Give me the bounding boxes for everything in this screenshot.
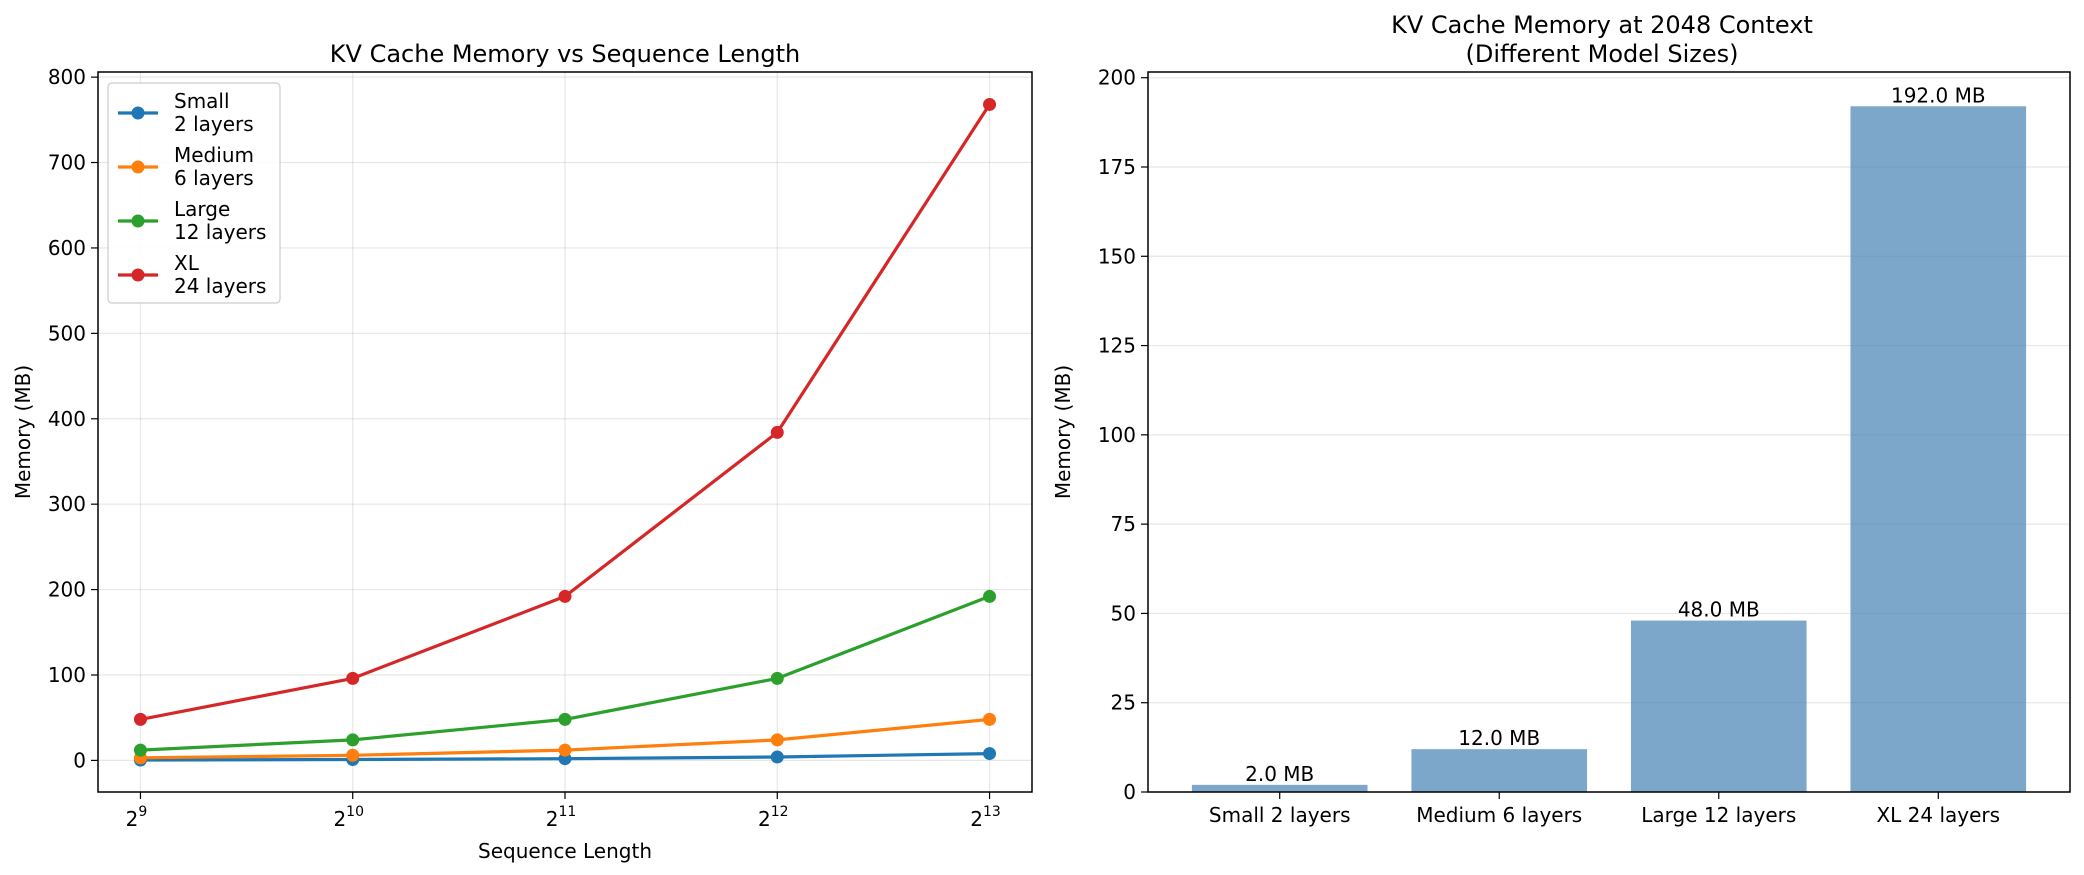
x-tick-label: Medium 6 layers: [1416, 803, 1582, 827]
legend-label-line-2: 24 layers: [174, 274, 266, 298]
x-tick-exponent: 13: [983, 804, 1001, 820]
legend-label-line-1: Small: [174, 89, 230, 113]
bar: [1630, 620, 1807, 792]
bar: [1411, 749, 1588, 792]
y-tick-label: 150: [1098, 244, 1136, 268]
series-medium: [133, 712, 997, 765]
legend-label-line-1: XL: [174, 251, 200, 275]
x-tick-label: Large 12 layers: [1641, 803, 1796, 827]
x-tick-label: XL 24 layers: [1876, 803, 2000, 827]
y-tick-label: 800: [48, 65, 86, 89]
bar-chart-y-axis-label: Memory (MB): [1051, 365, 1075, 499]
data-point: [133, 712, 147, 726]
data-point: [983, 747, 997, 761]
data-point: [770, 733, 784, 747]
x-tick-base: 2: [970, 807, 983, 831]
series-large: [133, 589, 997, 757]
data-point: [770, 750, 784, 764]
y-tick-label: 0: [73, 748, 86, 772]
y-tick-label: 700: [48, 151, 86, 175]
data-point: [558, 743, 572, 757]
data-point: [133, 743, 147, 757]
line-chart-title: KV Cache Memory vs Sequence Length: [330, 40, 800, 68]
x-tick-exponent: 9: [138, 804, 147, 820]
bar-chart-title-line-2: (Different Model Sizes): [1466, 40, 1739, 68]
bar-value-label: 12.0 MB: [1458, 726, 1540, 750]
data-point: [983, 712, 997, 726]
bar: [1850, 106, 2027, 793]
legend-label-line-2: 12 layers: [174, 220, 266, 244]
line-chart-y-axis-label: Memory (MB): [11, 365, 35, 499]
bar-chart-x-ticks: Small 2 layers Medium 6 layers Large 12 la…: [1209, 792, 2000, 827]
bar-chart-bars: 2.0 MB 12.0 MB 48.0 MB 192.0 MB: [1191, 83, 2027, 793]
x-tick-label: Small 2 layers: [1209, 803, 1351, 827]
data-point: [346, 733, 360, 747]
x-tick-exponent: 11: [558, 804, 576, 820]
line-chart-panel: KV Cache Memory vs Sequence Length 0 100 2…: [11, 40, 1033, 863]
x-tick-base: 2: [333, 807, 346, 831]
line-chart-x-axis-label: Sequence Length: [478, 839, 652, 863]
x-tick-exponent: 12: [771, 804, 789, 820]
legend-label-line-1: Medium: [174, 143, 254, 167]
y-tick-label: 600: [48, 236, 86, 260]
y-tick-label: 75: [1111, 512, 1136, 536]
y-tick-label: 400: [48, 407, 86, 431]
y-tick-label: 500: [48, 321, 86, 345]
y-tick-label: 200: [1098, 66, 1136, 90]
legend-box: [107, 82, 281, 304]
legend-label-line-2: 6 layers: [174, 166, 254, 190]
y-tick-label: 25: [1111, 691, 1136, 715]
x-tick-base: 2: [546, 807, 559, 831]
y-tick-label: 0: [1123, 780, 1136, 804]
legend-marker: [131, 106, 145, 120]
data-point: [558, 589, 572, 603]
bar-value-label: 2.0 MB: [1245, 762, 1314, 786]
x-tick-base: 2: [758, 807, 771, 831]
x-tick-exponent: 10: [346, 804, 364, 820]
data-point: [346, 748, 360, 762]
bar-chart-panel: KV Cache Memory at 2048 Context (Differe…: [1051, 11, 2071, 827]
y-tick-label: 100: [1098, 423, 1136, 447]
data-point: [346, 671, 360, 685]
line-chart-series: [133, 97, 997, 767]
data-point: [558, 712, 572, 726]
x-tick-label: 210: [333, 804, 364, 831]
x-tick-label: 211: [546, 804, 577, 831]
y-tick-label: 300: [48, 492, 86, 516]
bar-chart-title-line-1: KV Cache Memory at 2048 Context: [1391, 11, 1813, 39]
legend-marker: [131, 268, 145, 282]
legend-marker: [131, 160, 145, 174]
series-xl: [133, 97, 997, 726]
bar: [1191, 784, 1368, 792]
x-tick-base: 2: [126, 807, 139, 831]
x-tick-label: 213: [970, 804, 1001, 831]
legend-label-line-1: Large: [174, 197, 230, 221]
y-tick-label: 175: [1098, 155, 1136, 179]
data-point: [983, 589, 997, 603]
y-tick-label: 100: [48, 663, 86, 687]
y-tick-label: 200: [48, 578, 86, 602]
bar-chart-frame: [1147, 71, 2071, 793]
data-point: [983, 97, 997, 111]
y-tick-label: 50: [1111, 601, 1136, 625]
bar-value-label: 192.0 MB: [1891, 83, 1986, 107]
data-point: [770, 425, 784, 439]
x-tick-label: 212: [758, 804, 789, 831]
x-tick-label: 29: [126, 804, 148, 831]
legend-label-line-2: 2 layers: [174, 112, 254, 136]
bar-chart-y-ticks: 0 25 50 75 100 125 150 175 200: [1098, 66, 1148, 804]
y-tick-label: 125: [1098, 334, 1136, 358]
legend-marker: [131, 214, 145, 228]
line-chart-y-ticks: 0 100 200 300 400 500 600 700 800: [48, 65, 98, 772]
bar-value-label: 48.0 MB: [1678, 598, 1760, 622]
data-point: [770, 671, 784, 685]
line-chart-x-ticks: 29 210 211 212 213: [126, 792, 1001, 831]
